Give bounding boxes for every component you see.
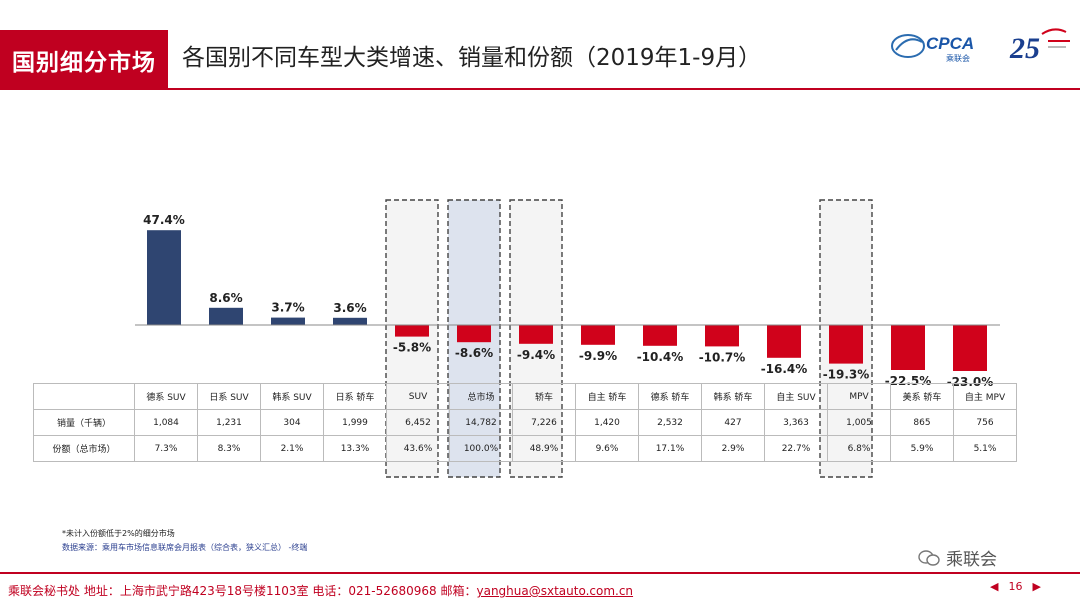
footer-divider [0,572,1080,574]
page-number: 16 [1008,580,1023,593]
value-label-德系-轿车: -10.4% [637,350,684,364]
table-cell: 17.1% [638,435,702,462]
value-label-德系-SUV: 47.4% [143,213,185,227]
table-row-share: 份额（总市场） 7.3% 8.3% 2.1% 13.3% 43.6% 100.0% 48.9%… [33,435,1017,462]
value-label-自主-轿车: -9.9% [579,349,617,363]
column-header-日系-SUV: 日系 SUV [197,383,261,410]
table-cell: 13.3% [323,435,387,462]
value-label-日系-SUV: 8.6% [209,291,242,305]
table-cell: 1,005 [827,409,891,436]
value-label-轿车: -9.4% [517,348,555,362]
section-tag: 国别细分市场 [0,30,168,90]
column-header-自主-轿车: 自主 轿车 [575,383,639,410]
table-cell: 22.7% [764,435,828,462]
row-label: 销量（千辆） [33,409,135,436]
prev-page-button[interactable]: ◀ [990,580,999,593]
bar-自主-轿车 [581,325,615,345]
table-row-sales: 销量（千辆） 1,084 1,231 304 1,999 6,452 14,782 7,226… [33,409,1017,436]
bar-德系-SUV [147,230,181,325]
wechat-watermark-text: 乘联会 [946,550,997,570]
cpca-logo-sub: 乘联会 [946,53,970,63]
footer-address: 乘联会秘书处 地址：上海市武宁路423号18号楼1103室 电话：021-526… [8,584,477,598]
table-cell: 2.9% [701,435,765,462]
bar-SUV [395,325,429,337]
table-cell: 7,226 [512,409,576,436]
footnote: *未计入份额低于2%的细分市场 [62,529,175,538]
bar-轿车 [519,325,553,344]
bar-德系-轿车 [643,325,677,346]
cpca-logo: CPCA 乘联会 [891,34,974,63]
table-cell: 1,231 [197,409,261,436]
table-cell: 1,084 [134,409,198,436]
value-label-韩系-轿车: -10.7% [699,350,746,364]
pager: ◀ 16 ▶ [990,580,1041,593]
table-cell: 5.1% [953,435,1017,462]
table-cell: 43.6% [386,435,450,462]
bar-自主-MPV [953,325,987,371]
table-cell: 14,782 [449,409,513,436]
value-label-日系-轿车: 3.6% [333,301,366,315]
table-corner-cell [33,383,135,410]
column-header-德系-SUV: 德系 SUV [134,383,198,410]
column-header-日系-轿车: 日系 轿车 [323,383,387,410]
table-cell: 5.9% [890,435,954,462]
header-divider [168,88,1080,90]
cpca-logo-text: CPCA [926,34,974,53]
column-header-轿车: 轿车 [512,383,576,410]
data-table: 德系 SUV 日系 SUV 韩系 SUV 日系 轿车 SUV 总市场 轿车 自主 轿车 德系 轿… [33,383,1017,462]
table-cell: 9.6% [575,435,639,462]
bar-value-labels: 47.4% 8.6% 3.7% 3.6% -5.8% -8.6% -9.4% -9.9% -10… [143,213,993,389]
bar-韩系-轿车 [705,325,739,347]
wechat-watermark: 乘联会 [918,545,997,570]
value-label-韩系-SUV: 3.7% [271,301,304,315]
table-cell: 6,452 [386,409,450,436]
table-cell: 1,999 [323,409,387,436]
column-header-韩系-SUV: 韩系 SUV [260,383,324,410]
row-label: 份额（总市场） [33,435,135,462]
page-title: 各国别不同车型大类增速、销量和份额（2019年1-9月） [182,45,762,71]
table-cell: 48.9% [512,435,576,462]
table-cell: 3,363 [764,409,828,436]
next-page-button[interactable]: ▶ [1032,580,1041,593]
anniversary-number: 25 [1009,32,1040,65]
wechat-icon [918,549,940,566]
table-cell: 427 [701,409,765,436]
column-header-SUV: SUV [386,383,450,410]
footer-contact: 乘联会秘书处 地址：上海市武宁路423号18号楼1103室 电话：021-526… [8,582,633,599]
column-header-总市场: 总市场 [449,383,513,410]
column-header-美系-轿车: 美系 轿车 [890,383,954,410]
table-cell: 6.8% [827,435,891,462]
bar-韩系-SUV [271,317,305,325]
anniversary-logo: 25 [1009,28,1070,65]
column-header-自主-MPV: 自主 MPV [953,383,1017,410]
bar-MPV [829,325,863,364]
column-header-自主-SUV: 自主 SUV [764,383,828,410]
value-label-自主-SUV: -16.4% [761,362,808,376]
table-cell: 8.3% [197,435,261,462]
table-cell: 2,532 [638,409,702,436]
table-header-row: 德系 SUV 日系 SUV 韩系 SUV 日系 轿车 SUV 总市场 轿车 自主 轿车 德系 轿… [33,383,1017,410]
table-cell: 100.0% [449,435,513,462]
table-cell: 7.3% [134,435,198,462]
footer-email-link[interactable]: yanghua@sxtauto.com.cn [476,584,634,598]
bar-总市场 [457,325,491,343]
bar-日系-轿车 [333,317,367,325]
bar-日系-SUV [209,307,243,325]
bar-美系-轿车 [891,325,925,370]
bars [147,230,987,371]
column-header-MPV: MPV [827,383,891,410]
value-label-MPV: -19.3% [823,368,870,382]
value-label-总市场: -8.6% [455,346,493,360]
column-header-德系-轿车: 德系 轿车 [638,383,702,410]
table-cell: 756 [953,409,1017,436]
table-cell: 304 [260,409,324,436]
value-label-SUV: -5.8% [393,341,431,355]
bar-自主-SUV [767,325,801,358]
table-cell: 865 [890,409,954,436]
data-source: 数据来源：乘用车市场信息联席会月报表（综合表，狭义汇总） -终端 [62,543,308,552]
table-cell: 1,420 [575,409,639,436]
table-cell: 2.1% [260,435,324,462]
column-header-韩系-轿车: 韩系 轿车 [701,383,765,410]
